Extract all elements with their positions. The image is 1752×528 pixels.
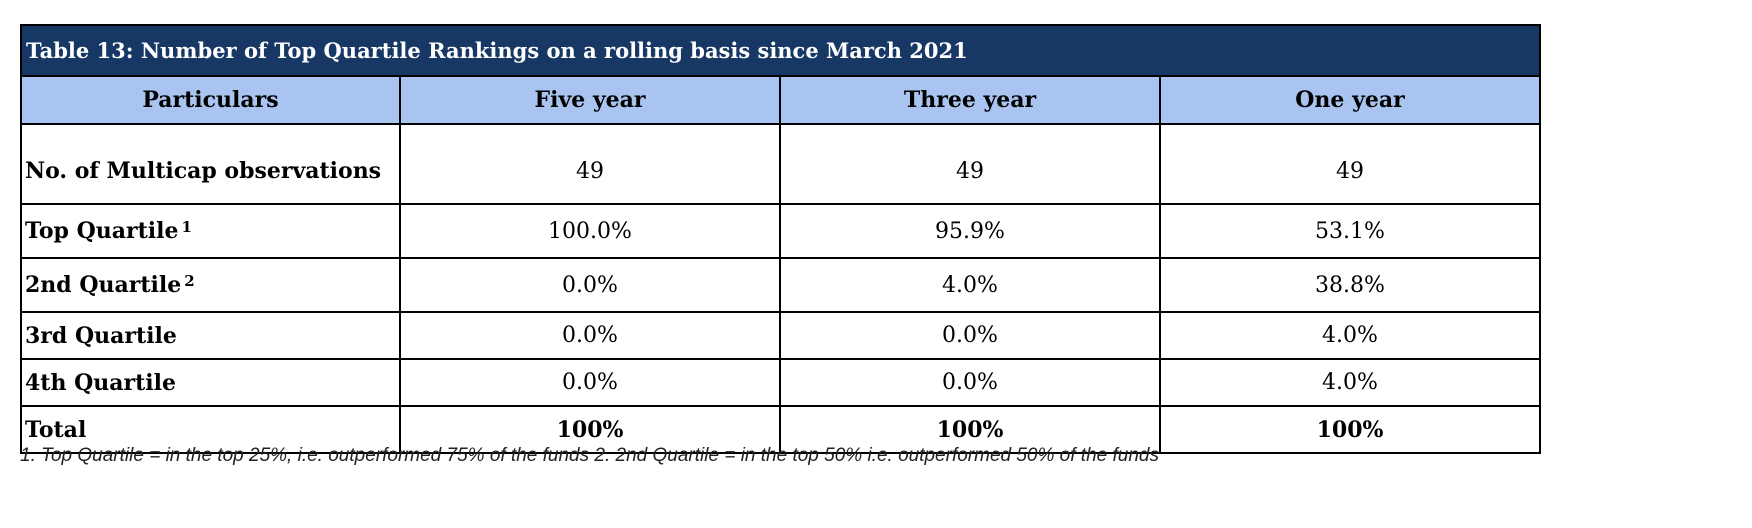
- cell-one-year: 53.1%: [1159, 203, 1541, 259]
- cell-five-year: 100%: [399, 405, 781, 454]
- cell-five-year: 0.0%: [399, 257, 781, 313]
- cell-one-year: 100%: [1159, 405, 1541, 454]
- cell-three-year: 0.0%: [779, 358, 1161, 407]
- row-label: No. of Multicap observations: [20, 123, 401, 205]
- row-label: 2nd Quartile 2: [20, 257, 401, 313]
- row-label: Total: [20, 405, 401, 454]
- cell-three-year: 49: [779, 123, 1161, 205]
- row-label-text: Total: [25, 416, 87, 443]
- table-row-top-quartile: Top Quartile 1 100.0% 95.9% 53.1%: [20, 203, 1541, 259]
- table-row-fourth-quartile: 4th Quartile 0.0% 0.0% 4.0%: [20, 358, 1541, 407]
- column-header-three-year: Three year: [779, 75, 1161, 125]
- cell-five-year: 100.0%: [399, 203, 781, 259]
- cell-one-year: 38.8%: [1159, 257, 1541, 313]
- quartile-rankings-table: Table 13: Number of Top Quartile Ranking…: [20, 24, 1541, 454]
- cell-five-year: 0.0%: [399, 311, 781, 360]
- cell-three-year: 0.0%: [779, 311, 1161, 360]
- table-row-third-quartile: 3rd Quartile 0.0% 0.0% 4.0%: [20, 311, 1541, 360]
- cell-five-year: 49: [399, 123, 781, 205]
- cell-three-year: 4.0%: [779, 257, 1161, 313]
- table-row-total: Total 100% 100% 100%: [20, 405, 1541, 454]
- cell-one-year: 49: [1159, 123, 1541, 205]
- row-label-text: 2nd Quartile: [25, 272, 182, 298]
- footnote-marker: 2: [184, 272, 195, 290]
- cell-one-year: 4.0%: [1159, 358, 1541, 407]
- row-label-text: No. of Multicap observations: [25, 158, 382, 184]
- quartile-table-container: Table 13: Number of Top Quartile Ranking…: [20, 24, 1541, 454]
- row-label-text: 4th Quartile: [25, 369, 177, 396]
- row-label: 3rd Quartile: [20, 311, 401, 360]
- row-label-text: Top Quartile: [25, 218, 179, 244]
- table-row-observations: No. of Multicap observations 49 49 49: [20, 123, 1541, 205]
- table-footnote: 1. Top Quartile = in the top 25%, i.e. o…: [20, 445, 1159, 466]
- cell-one-year: 4.0%: [1159, 311, 1541, 360]
- column-header-one-year: One year: [1159, 75, 1541, 125]
- table-title: Table 13: Number of Top Quartile Ranking…: [20, 24, 1541, 77]
- row-label-text: 3rd Quartile: [25, 322, 177, 349]
- row-label: 4th Quartile: [20, 358, 401, 407]
- cell-three-year: 100%: [779, 405, 1161, 454]
- cell-three-year: 95.9%: [779, 203, 1161, 259]
- column-header-particulars: Particulars: [20, 75, 401, 125]
- footnote-marker: 1: [181, 218, 192, 236]
- table-row-second-quartile: 2nd Quartile 2 0.0% 4.0% 38.8%: [20, 257, 1541, 313]
- table-title-row: Table 13: Number of Top Quartile Ranking…: [20, 24, 1541, 77]
- row-label: Top Quartile 1: [20, 203, 401, 259]
- table-header-row: Particulars Five year Three year One yea…: [20, 75, 1541, 125]
- column-header-five-year: Five year: [399, 75, 781, 125]
- cell-five-year: 0.0%: [399, 358, 781, 407]
